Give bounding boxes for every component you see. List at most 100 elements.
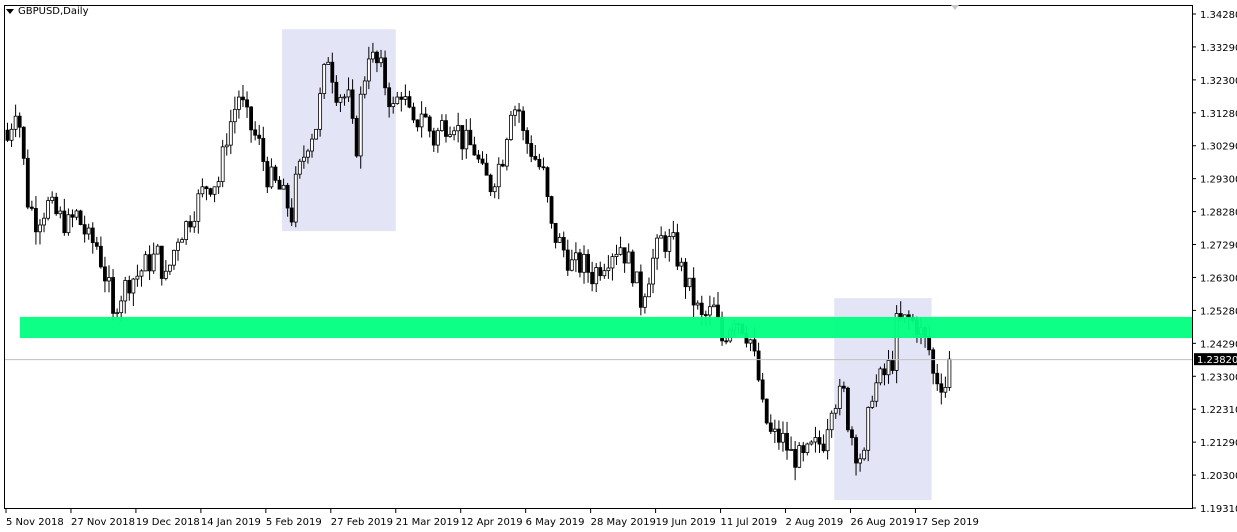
candle-body: [464, 129, 469, 150]
candle: [509, 110, 513, 141]
candle-body: [488, 174, 493, 193]
candle: [756, 342, 761, 382]
shift-marker-icon: [951, 5, 959, 10]
candle: [253, 121, 258, 141]
candle-body: [626, 251, 631, 264]
candle-body: [594, 267, 599, 285]
candle: [21, 126, 26, 165]
candle-body: [768, 422, 773, 432]
candle: [931, 347, 936, 385]
candle: [533, 144, 538, 161]
candle-body: [326, 61, 331, 65]
candle: [123, 276, 128, 314]
candle-body: [387, 87, 392, 108]
candle: [58, 206, 63, 219]
candle: [440, 114, 444, 132]
candle: [362, 76, 367, 99]
candle-body: [480, 158, 485, 164]
candle-body: [435, 130, 440, 146]
candle-body: [513, 109, 517, 116]
candle: [793, 441, 798, 481]
candle-body: [123, 280, 128, 302]
candle-body: [886, 360, 891, 376]
candle: [176, 238, 180, 261]
candle-body: [850, 429, 854, 438]
candle: [679, 257, 684, 272]
candle-body: [431, 130, 436, 146]
candle-body: [541, 166, 546, 169]
candle: [419, 101, 424, 138]
triangle-down-icon[interactable]: [6, 9, 14, 14]
x-tick-label: 17 Sep 2019: [915, 517, 978, 528]
candle-body: [265, 161, 270, 188]
candle-body: [310, 138, 314, 152]
candle-body: [618, 247, 623, 255]
candle: [586, 249, 590, 283]
candle: [813, 426, 818, 453]
candle: [886, 349, 891, 384]
candle: [500, 159, 505, 168]
candle-body: [115, 312, 120, 315]
x-tick-label: 21 Mar 2019: [396, 517, 459, 528]
y-tick-label: 1.21290: [1200, 438, 1237, 449]
candle: [492, 183, 497, 199]
candle: [366, 46, 371, 90]
candle-body: [155, 245, 160, 255]
candle: [582, 245, 586, 284]
candle: [858, 453, 862, 472]
candle: [265, 156, 270, 194]
candle-body: [257, 134, 262, 139]
candle: [111, 269, 115, 321]
candle: [159, 245, 164, 286]
candle-body: [135, 275, 140, 280]
candle: [107, 265, 111, 293]
candle-body: [94, 242, 99, 247]
candle: [163, 260, 168, 281]
candle-body: [21, 126, 26, 159]
candle-body: [496, 163, 501, 188]
candle-body: [752, 339, 757, 352]
candle: [476, 150, 481, 163]
candle-body: [667, 236, 672, 252]
candle: [277, 176, 282, 190]
candle-body: [273, 166, 278, 181]
candle: [46, 196, 50, 221]
candle: [29, 200, 34, 211]
candle: [456, 112, 461, 143]
candle-body: [314, 128, 318, 140]
candle-body: [630, 251, 635, 284]
candle-body: [781, 432, 785, 443]
candle: [890, 350, 895, 375]
candle-body: [383, 57, 387, 89]
candle-body: [285, 184, 290, 209]
candle-body: [452, 130, 457, 136]
candle-body: [484, 162, 489, 176]
candle-body: [927, 336, 932, 351]
chart-title[interactable]: GBPUSD,Daily: [6, 6, 89, 17]
candle-body: [939, 383, 944, 393]
candle: [131, 277, 136, 307]
candle-body: [813, 437, 818, 443]
candle: [415, 119, 420, 132]
y-tick-label: 1.29300: [1200, 175, 1237, 186]
candle: [448, 126, 452, 138]
candle-body: [716, 304, 720, 318]
candle-body: [504, 139, 509, 167]
candle-body: [399, 96, 404, 100]
candle: [143, 251, 148, 272]
candle: [326, 57, 331, 65]
candle-body: [825, 429, 830, 452]
candle-body: [139, 270, 144, 277]
candle: [943, 376, 948, 398]
candle: [574, 242, 578, 273]
candle-body: [634, 271, 639, 284]
candle-body: [159, 245, 164, 279]
candle-body: [793, 449, 798, 468]
candle-body: [379, 57, 383, 64]
candle-body: [598, 267, 603, 277]
candle: [241, 84, 245, 107]
candle-body: [537, 158, 542, 168]
candle-body: [801, 445, 806, 454]
candle-body: [748, 339, 753, 344]
